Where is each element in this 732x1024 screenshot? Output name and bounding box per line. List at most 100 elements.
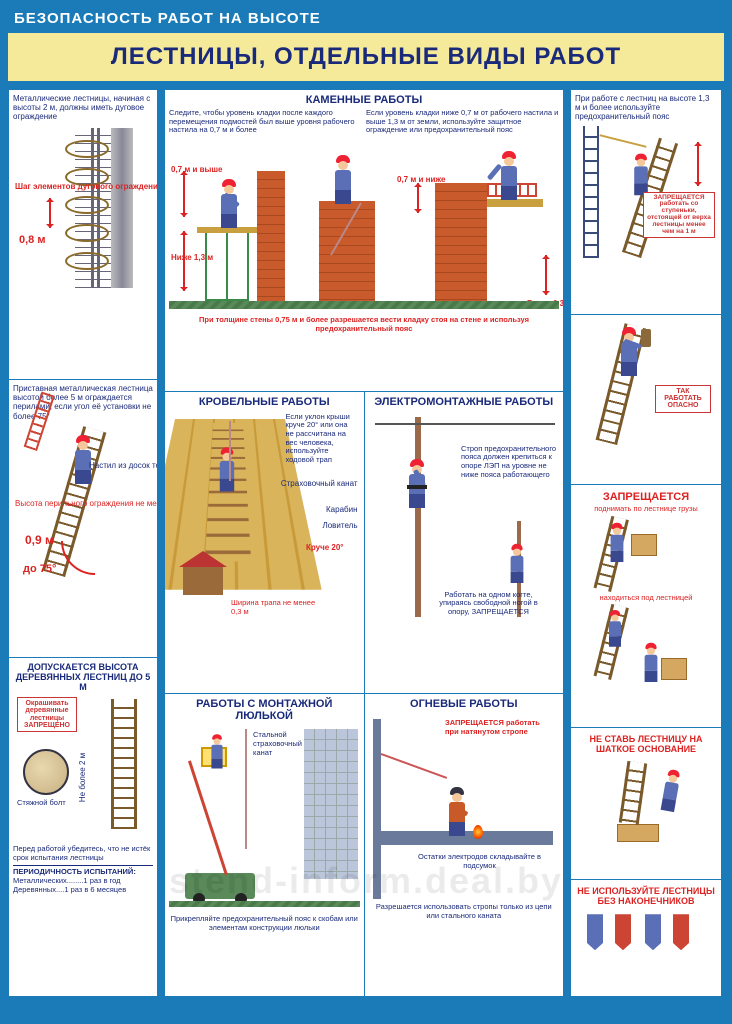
note: Разрешается использовать стропы только и… bbox=[369, 903, 560, 920]
brick-wall-icon bbox=[319, 201, 375, 301]
truck-icon bbox=[185, 873, 255, 899]
worker-icon bbox=[443, 787, 471, 835]
dimension-arrow-icon bbox=[417, 183, 419, 213]
prohibit-text: ЗАПРЕЩАЕТСЯ работать при натянутом строп… bbox=[445, 719, 555, 736]
rope-icon bbox=[229, 421, 231, 481]
dimension-arrow-icon bbox=[183, 171, 185, 217]
dimension-arrow-icon bbox=[545, 255, 547, 295]
note: Строп предохранительного пояса должен кр… bbox=[461, 445, 557, 480]
label: Страховочный канат bbox=[281, 479, 358, 488]
panel-masonry: КАМЕННЫЕ РАБОТЫ Следите, чтобы уровень к… bbox=[164, 89, 564, 392]
dim-value: 0,7 м и выше bbox=[171, 165, 223, 174]
tip-icon bbox=[587, 914, 603, 950]
poster-grid: Металлические лестницы, начиная с высоты… bbox=[8, 89, 724, 997]
cage-ring-icon bbox=[65, 196, 109, 214]
note: поднимать по лестнице грузы bbox=[575, 505, 717, 514]
bolt-detail-icon bbox=[23, 749, 69, 795]
box-icon bbox=[617, 824, 659, 842]
note: Ширина трапа не менее 0,3 м bbox=[231, 599, 321, 616]
illus-cage-ladder: Шаг элементов дугового ограждения 0,8 м bbox=[13, 122, 153, 292]
cage-ring-icon bbox=[65, 224, 109, 242]
note: При толщине стены 0,75 м и более разреша… bbox=[169, 316, 559, 333]
worker-icon bbox=[605, 610, 626, 646]
illus-electro: Строп предохранительного пояса должен кр… bbox=[369, 411, 560, 621]
illus-wood-ladder: Окрашивать деревянные лестницы ЗАПРЕЩЕНО… bbox=[13, 695, 153, 845]
angle-value: Круче 20° bbox=[306, 543, 344, 552]
ground-icon bbox=[169, 901, 360, 907]
row-roof-electro: КРОВЕЛЬНЫЕ РАБОТЫ Если уклон крыши круче… bbox=[164, 392, 564, 695]
label: Стальной страховочный канат bbox=[253, 731, 315, 757]
wire-icon bbox=[375, 423, 555, 425]
worker-icon bbox=[629, 153, 653, 194]
steel-column-icon bbox=[373, 719, 381, 899]
dimension-arrow-icon bbox=[697, 142, 699, 186]
worker-icon bbox=[495, 151, 523, 199]
panel-wooden-ladder: ДОПУСКАЕТСЯ ВЫСОТА ДЕРЕВЯННЫХ ЛЕСТНИЦ ДО… bbox=[8, 658, 158, 997]
panel-title: КАМЕННЫЕ РАБОТЫ bbox=[169, 94, 559, 106]
panel-title: НЕ СТАВЬ ЛЕСТНИЦУ НА ШАТКОЕ ОСНОВАНИЕ bbox=[575, 734, 717, 754]
main-title: ЛЕСТНИЦЫ, ОТДЕЛЬНЫЕ ВИДЫ РАБОТ bbox=[8, 33, 724, 81]
worker-icon bbox=[214, 447, 239, 490]
illus-tips bbox=[575, 908, 717, 956]
worker-icon bbox=[606, 523, 628, 561]
note: Перед работой убедитесь, что не истёк ср… bbox=[13, 845, 153, 862]
test-line: Деревянных....1 раз в 6 месяцев bbox=[13, 886, 153, 895]
label: Карабин bbox=[326, 505, 357, 514]
illus-fire: ЗАПРЕЩАЕТСЯ работать при натянутом строп… bbox=[369, 713, 560, 903]
note: Настил из досок толщиной 0,1 м bbox=[89, 461, 149, 470]
rope-icon bbox=[599, 134, 646, 148]
pole-icon bbox=[415, 417, 421, 617]
worker-icon bbox=[69, 435, 97, 483]
dim-label: Не более 2 м bbox=[78, 753, 87, 802]
worker-icon bbox=[615, 327, 643, 375]
panel-leaning-ladder-rail: Приставная металлическая лестница высото… bbox=[8, 380, 158, 658]
note: Прикрепляйте предохранительный пояс к ск… bbox=[169, 915, 360, 932]
crane-arm-icon bbox=[188, 761, 228, 876]
prohibit-text: Работать на одном когте, упираясь свобод… bbox=[439, 590, 538, 616]
dim-value: 0,9 м bbox=[25, 533, 54, 547]
row-cradle-fire: РАБОТЫ С МОНТАЖНОЙ ЛЮЛЬКОЙ Стальной стра… bbox=[164, 694, 564, 997]
worker-icon bbox=[640, 643, 662, 681]
header-strip: БЕЗОПАСНОСТЬ РАБОТ НА ВЫСОТЕ bbox=[8, 8, 724, 33]
illus-masonry: 0,7 м и выше Ниже 1,3 м bbox=[169, 135, 559, 315]
ladder-icon bbox=[619, 760, 647, 824]
illus-roof: Если уклон крыши круче 20° или она не ра… bbox=[169, 411, 360, 621]
warn-box: Окрашивать деревянные лестницы ЗАПРЕЩЕНО bbox=[17, 697, 77, 732]
sling-icon bbox=[380, 753, 446, 779]
illus-belt: ЗАПРЕЩАЕТСЯ работать со ступеньки, отсто… bbox=[575, 122, 717, 262]
panel-title: ЗАПРЕЩАЕТСЯ bbox=[575, 491, 717, 503]
note: находиться под лестницей bbox=[575, 594, 717, 603]
illus-cradle: Стальной страховочный канат bbox=[169, 725, 360, 915]
panel-prohibited: ЗАПРЕЩАЕТСЯ поднимать по лестнице грузы … bbox=[570, 485, 722, 727]
panel-electrical: ЭЛЕКТРОМОНТАЖНЫЕ РАБОТЫ Строп предохрани… bbox=[365, 392, 565, 695]
panel-title: ЭЛЕКТРОМОНТАЖНЫЕ РАБОТЫ bbox=[369, 396, 560, 408]
cage-ring-icon bbox=[65, 140, 109, 158]
panel-cradle: РАБОТЫ С МОНТАЖНОЙ ЛЮЛЬКОЙ Стальной стра… bbox=[164, 694, 365, 997]
illus-wrong: ТАК РАБОТАТЬ ОПАСНО bbox=[575, 319, 717, 449]
hammer-icon bbox=[641, 329, 651, 347]
worker-icon bbox=[329, 155, 357, 203]
tip-icon bbox=[615, 914, 631, 950]
panel-metal-ladder-cage: Металлические лестницы, начиная с высоты… bbox=[8, 89, 158, 380]
panel-title: ОГНЕВЫЕ РАБОТЫ bbox=[369, 698, 560, 710]
flame-icon bbox=[473, 825, 483, 839]
belt-icon bbox=[407, 485, 427, 489]
column-left: Металлические лестницы, начиная с высоты… bbox=[8, 89, 158, 997]
panel-unstable-base: НЕ СТАВЬ ЛЕСТНИЦУ НА ШАТКОЕ ОСНОВАНИЕ bbox=[570, 728, 722, 881]
note: Если уклон крыши круче 20° или она не ра… bbox=[286, 413, 358, 465]
illus-under-ladder bbox=[575, 602, 717, 682]
worker-icon bbox=[505, 543, 527, 581]
note: Работать на одном когте, упираясь свобод… bbox=[429, 591, 549, 617]
box-icon bbox=[631, 534, 657, 556]
dim-label: Шаг элементов дугового ограждения bbox=[15, 182, 59, 191]
illus-lean-ladder: Настил из досок толщиной 0,1 м Высота пе… bbox=[13, 421, 153, 581]
illus-unstable bbox=[575, 756, 717, 846]
column-beam-icon bbox=[111, 128, 133, 288]
tower-icon bbox=[583, 126, 599, 258]
note: Высота перильного ограждения не менее bbox=[15, 499, 75, 508]
house-icon bbox=[183, 567, 223, 595]
tip-icon bbox=[645, 914, 661, 950]
panel-belt-on-ladder: При работе с лестниц на высоте 1,3 м и б… bbox=[570, 89, 722, 315]
panel-title: НЕ ИСПОЛЬЗУЙТЕ ЛЕСТНИЦЫ БЕЗ НАКОНЕЧНИКОВ bbox=[575, 886, 717, 906]
warn-box: ЗАПРЕЩАЕТСЯ работать со ступеньки, отсто… bbox=[643, 192, 715, 239]
